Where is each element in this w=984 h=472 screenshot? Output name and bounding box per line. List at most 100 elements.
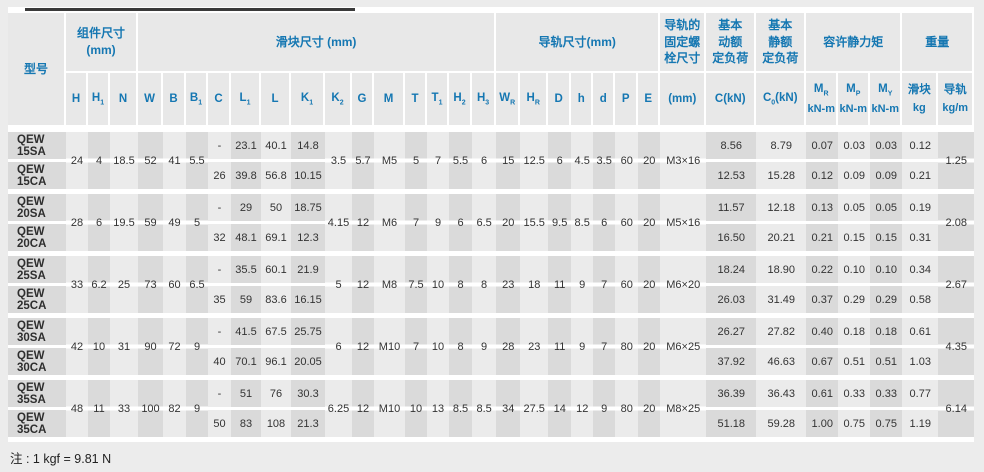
- cell-qew-30sa-L1: 41.5: [231, 318, 261, 348]
- cell-qew-25ca-K1: 16.15: [291, 286, 325, 318]
- cell-qew-30ca-C_kN: 37.92: [706, 348, 757, 380]
- cell-group1-B: 49: [163, 194, 186, 256]
- cell-qew-20ca-Wb: 0.31: [902, 224, 939, 256]
- cell-group1-T: 7: [405, 194, 427, 256]
- cell-qew-25sa-L1: 35.5: [231, 256, 261, 286]
- cell-group0-W: 52: [138, 132, 163, 194]
- cell-qew-15ca-C: 26: [208, 162, 231, 194]
- cell-qew-25sa-MR: 0.22: [806, 256, 839, 286]
- cell-group4-B: 82: [163, 380, 186, 442]
- cell-group4-D: 14: [548, 380, 572, 442]
- cell-qew-20sa-L: 50: [261, 194, 291, 224]
- group-header-4: 导轨的 固定螺 栓尺寸: [660, 13, 707, 73]
- cell-qew-35sa-L: 76: [261, 380, 291, 410]
- group-header-0: 型号: [8, 13, 66, 132]
- cell-group1-h: 8.5: [571, 194, 594, 256]
- cell-qew-15sa-C: -: [208, 132, 231, 162]
- cell-qew-35sa-C0_kN: 36.43: [756, 380, 807, 410]
- table-row: QEW 30CA 40 70.1 96.1 20.05 37.92 46.63 0.67 0.5…: [8, 348, 974, 380]
- cell-group4-B1: 9: [186, 380, 208, 442]
- cell-group3-T1: 10: [427, 318, 449, 380]
- cell-group1-P: 60: [615, 194, 639, 256]
- cell-group3-M: M10: [374, 318, 405, 380]
- cell-group4-H2: 8.5: [449, 380, 472, 442]
- cell-group2-E: 20: [638, 256, 661, 318]
- cell-group4-H: 48: [66, 380, 88, 442]
- cell-qew-20ca-MY: 0.15: [870, 224, 903, 256]
- cell-qew-35sa-Wb: 0.77: [902, 380, 939, 410]
- cell-group3-WR: 28: [496, 318, 521, 380]
- cell-qew-25sa-Wb: 0.34: [902, 256, 939, 286]
- cell-qew-20sa-C: -: [208, 194, 231, 224]
- cell-qew-20sa-MY: 0.05: [870, 194, 903, 224]
- cell-qew-30ca-MP: 0.51: [838, 348, 871, 380]
- cell-group2-K2: 5: [325, 256, 352, 318]
- table-row: QEW 35CA 50 83 108 21.3 51.18 59.28 1.00 0.75 0.7…: [8, 410, 974, 442]
- cell-qew-30sa-L: 67.5: [261, 318, 291, 348]
- cell-group2-D: 11: [548, 256, 572, 318]
- cell-group3-W: 90: [138, 318, 163, 380]
- cell-group2-H: 33: [66, 256, 88, 318]
- cell-qew-35ca-C: 50: [208, 410, 231, 442]
- cell-qew-15ca-C0_kN: 15.28: [756, 162, 807, 194]
- cell-qew-20ca-MR: 0.21: [806, 224, 839, 256]
- cell-group4-W: 100: [138, 380, 163, 442]
- cell-group0-G: 5.7: [352, 132, 374, 194]
- cell-group2-B1: 6.5: [186, 256, 208, 318]
- cell-qew-15sa-MR: 0.07: [806, 132, 839, 162]
- cell-qew-35sa-MR: 0.61: [806, 380, 839, 410]
- cell-qew-15sa-Wb: 0.12: [902, 132, 939, 162]
- cell-group1-WR: 20: [496, 194, 521, 256]
- model-qew-25ca: QEW 25CA: [8, 286, 66, 318]
- cell-group0-E: 20: [638, 132, 661, 194]
- cell-group4-N: 33: [110, 380, 138, 442]
- cell-group4-G: 12: [352, 380, 374, 442]
- cell-group3-Wr: 4.35: [938, 318, 975, 380]
- cell-group3-H3: 9: [472, 318, 497, 380]
- cell-group4-T: 10: [405, 380, 427, 442]
- cell-qew-35sa-L1: 51: [231, 380, 261, 410]
- cell-group1-W: 59: [138, 194, 163, 256]
- cell-group2-H1: 6.2: [88, 256, 110, 318]
- cell-group4-P: 80: [615, 380, 639, 442]
- cell-qew-35ca-C_kN: 51.18: [706, 410, 757, 442]
- cell-group1-D: 9.5: [548, 194, 572, 256]
- cell-qew-35sa-MP: 0.33: [838, 380, 871, 410]
- cell-group4-WR: 34: [496, 380, 521, 442]
- cell-qew-30sa-C_kN: 26.27: [706, 318, 757, 348]
- cell-group0-H: 24: [66, 132, 88, 194]
- cell-group3-bolt: M6×25: [660, 318, 707, 380]
- cell-qew-25sa-MY: 0.10: [870, 256, 903, 286]
- cell-qew-25ca-MR: 0.37: [806, 286, 839, 318]
- cell-group3-B: 72: [163, 318, 186, 380]
- cell-qew-15ca-MP: 0.09: [838, 162, 871, 194]
- cell-group1-G: 12: [352, 194, 374, 256]
- cell-qew-35ca-K1: 21.3: [291, 410, 325, 442]
- cell-qew-15ca-MY: 0.09: [870, 162, 903, 194]
- footnote: 注 : 1 kgf = 9.81 N: [10, 452, 112, 466]
- col-header-Wb: 滑块 kg: [902, 73, 939, 132]
- cell-group1-K2: 4.15: [325, 194, 352, 256]
- cell-group4-H3: 8.5: [472, 380, 497, 442]
- cell-group3-H: 42: [66, 318, 88, 380]
- model-qew-15sa: QEW 15SA: [8, 132, 66, 162]
- cell-qew-15ca-MR: 0.12: [806, 162, 839, 194]
- col-header-MP: MP kN-m: [838, 73, 871, 132]
- cell-group4-M: M10: [374, 380, 405, 442]
- cell-group1-E: 20: [638, 194, 661, 256]
- cell-group0-B: 41: [163, 132, 186, 194]
- table-row: QEW 25CA 35 59 83.6 16.15 26.03 31.49 0.37 0.29 0…: [8, 286, 974, 318]
- cell-qew-25sa-K1: 21.9: [291, 256, 325, 286]
- cell-qew-20ca-L1: 48.1: [231, 224, 261, 256]
- col-header-HR: HR: [520, 73, 549, 132]
- spec-table: 型号 组件尺寸 (mm) 滑块尺寸 (mm) 导轨尺寸(mm) 导轨的 固定螺 栓尺寸基…: [8, 13, 975, 442]
- cell-group2-B: 60: [163, 256, 186, 318]
- group-header-5: 基本 动额 定负荷: [706, 13, 757, 73]
- group-header-2: 滑块尺寸 (mm): [138, 13, 497, 73]
- cell-group4-Wr: 6.14: [938, 380, 975, 442]
- col-header-K1: K1: [291, 73, 325, 132]
- cell-qew-20sa-C_kN: 11.57: [706, 194, 757, 224]
- cell-group1-d: 6: [593, 194, 616, 256]
- cell-qew-30sa-K1: 25.75: [291, 318, 325, 348]
